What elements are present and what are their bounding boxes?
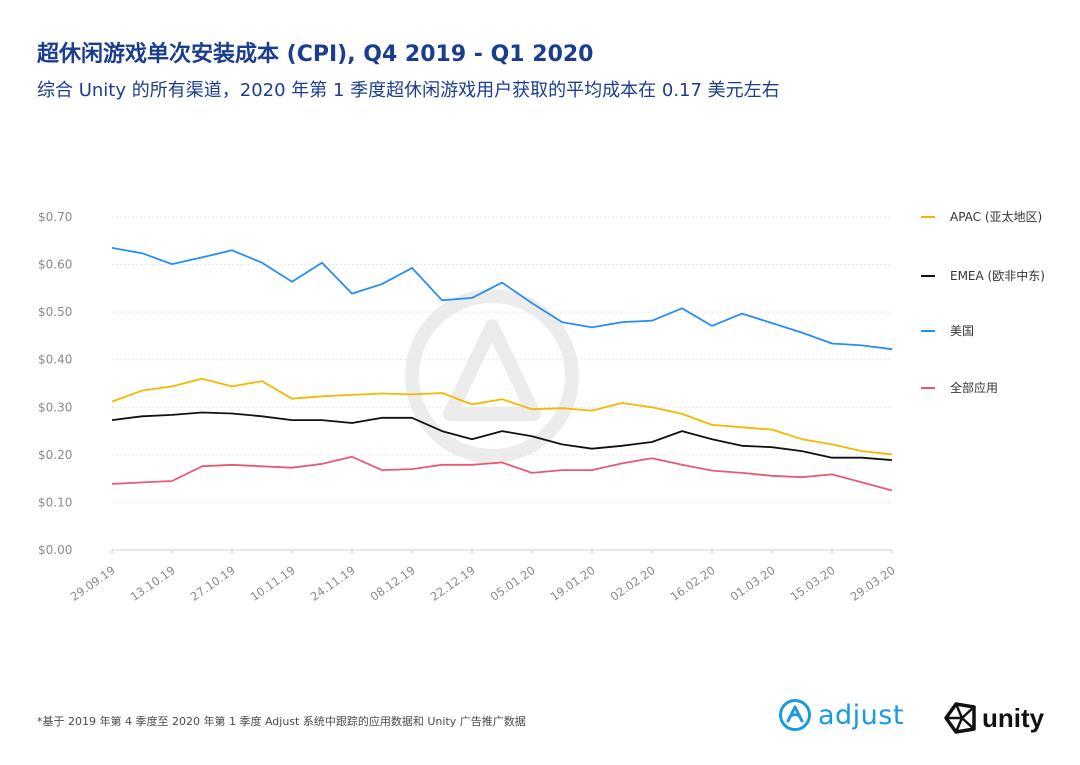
y-tick-label: $0.20 — [38, 448, 72, 462]
x-tick-label: 08.12.19 — [368, 563, 418, 604]
unity-wordmark: unity — [982, 702, 1045, 733]
legend-label: 全部应用 — [950, 380, 998, 395]
legend-label: 美国 — [950, 324, 974, 338]
chart-area: $0.00 $0.10 $0.20 $0.30 $0.40 $0.50 $0.60 $0.70… — [38, 209, 1045, 604]
footnote: *基于 2019 年第 4 季度至 2020 年第 1 季度 Adjust 系统… — [37, 715, 526, 728]
x-tick-label: 19.01.20 — [548, 563, 598, 604]
series-line — [111, 377, 893, 456]
x-tick-label: 16.02.20 — [668, 563, 718, 604]
y-tick-label: $0.30 — [38, 400, 72, 414]
series-line — [111, 455, 893, 492]
y-tick-label: $0.40 — [38, 353, 72, 367]
y-tick-label: $0.10 — [38, 495, 72, 509]
x-tick-label: 27.10.19 — [188, 563, 238, 604]
series-line — [111, 411, 893, 461]
legend-label: EMEA (欧非中东) — [950, 268, 1045, 283]
x-tick-label: 15.03.20 — [788, 563, 838, 604]
x-tick-label: 29.03.20 — [848, 563, 898, 604]
x-tick-label: 02.02.20 — [608, 563, 658, 604]
unity-icon — [944, 702, 976, 734]
unity-watermark-icon — [405, 289, 579, 463]
adjust-logo: adjust — [778, 698, 904, 732]
x-tick-label: 01.03.20 — [728, 563, 778, 604]
legend-label: APAC (亚太地区) — [950, 209, 1042, 224]
unity-logo: unity — [942, 700, 1044, 736]
x-tick-label: 29.09.19 — [68, 563, 118, 604]
adjust-icon — [779, 699, 811, 731]
y-tick-label: $0.60 — [38, 258, 72, 272]
series-line — [111, 247, 893, 351]
x-tick-label: 10.11.19 — [248, 563, 298, 604]
x-tick-label: 22.12.19 — [428, 563, 478, 604]
x-tick-label: 13.10.19 — [128, 563, 178, 604]
y-tick-label: $0.70 — [38, 210, 72, 224]
x-tick-label: 24.11.19 — [308, 563, 358, 604]
y-tick-label: $0.00 — [38, 543, 72, 557]
adjust-wordmark: adjust — [818, 699, 904, 731]
x-tick-label: 05.01.20 — [488, 563, 538, 604]
y-tick-label: $0.50 — [38, 305, 72, 319]
chart-subtitle: 综合 Unity 的所有渠道，2020 年第 1 季度超休闲游戏用户获取的平均成… — [37, 80, 780, 101]
chart-title: 超休闲游戏单次安装成本 (CPI), Q4 2019 - Q1 2020 — [37, 42, 594, 67]
